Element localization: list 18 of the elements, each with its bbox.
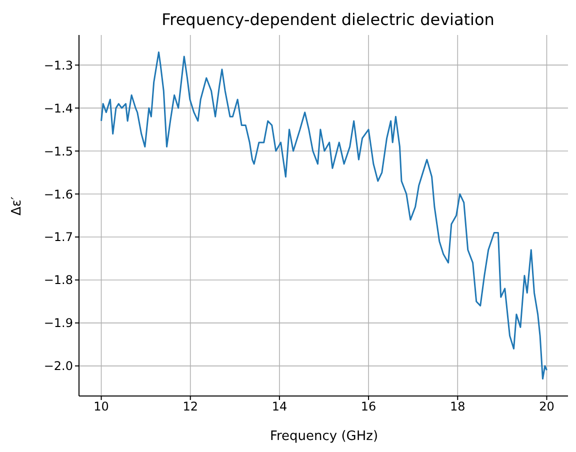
x-axis-title: Frequency (GHz) [270, 429, 378, 444]
chart-title: Frequency-dependent dielectric deviation [160, 10, 496, 29]
y-tick-label: −1.7 [44, 230, 73, 244]
x-tick-label: 20 [539, 400, 554, 414]
line-series [100, 51, 548, 380]
y-tick-label: −1.3 [44, 58, 73, 72]
y-tick-label: −1.8 [44, 273, 73, 288]
y-tick-label: −1.5 [44, 144, 73, 158]
y-axis-title: Δε′ [10, 196, 25, 216]
x-tick-label: 14 [272, 400, 288, 414]
y-tick-label: −1.4 [44, 101, 73, 116]
y-tick-label: −1.6 [44, 187, 73, 202]
x-tick-label: 10 [94, 400, 109, 414]
y-tick-label: −1.9 [44, 316, 73, 330]
x-tick-label: 18 [450, 400, 466, 414]
x-tick-label: 16 [360, 400, 376, 414]
y-tick-label: −2.0 [44, 359, 73, 374]
x-tick-label: 12 [182, 400, 198, 414]
